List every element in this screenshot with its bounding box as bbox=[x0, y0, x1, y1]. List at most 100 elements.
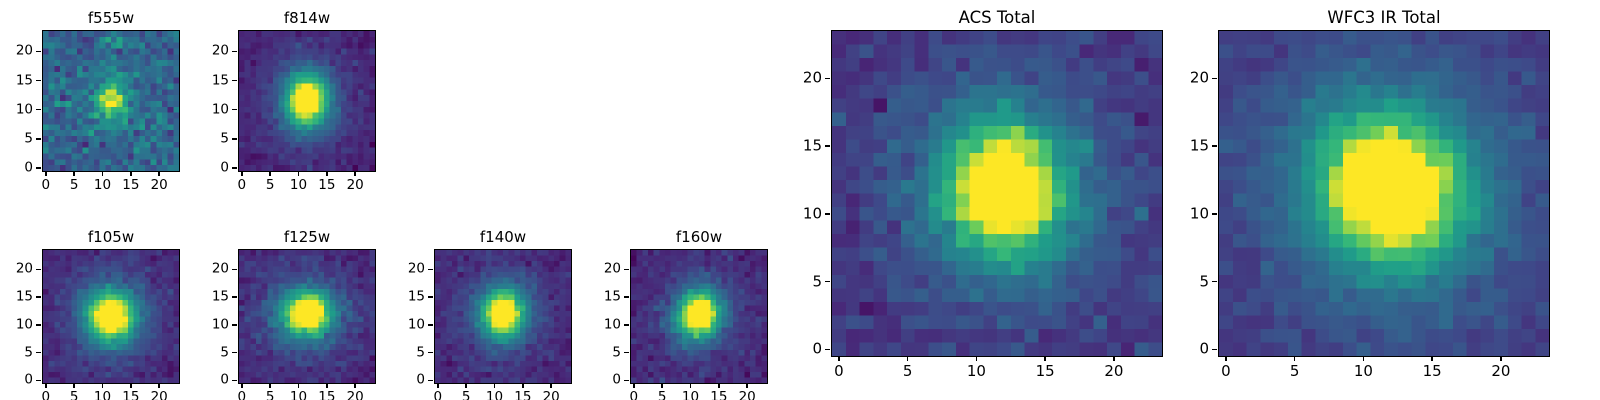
x-tick-mark bbox=[158, 171, 160, 176]
x-tick-mark bbox=[465, 383, 467, 388]
y-tick-mark bbox=[825, 77, 831, 80]
y-tick-mark bbox=[1212, 213, 1218, 215]
x-tick-label: 20 bbox=[150, 389, 168, 400]
x-tick-mark bbox=[101, 171, 104, 176]
y-tick-mark bbox=[428, 268, 434, 271]
y-tick-label: 10 bbox=[211, 101, 229, 117]
x-tick-label: 15 bbox=[318, 177, 336, 193]
x-tick-label: 5 bbox=[461, 389, 471, 400]
y-tick-label: 5 bbox=[1199, 272, 1209, 291]
panel-acs-total: ACS Total 0 5 10 15 20 0 5 10 15 20 bbox=[803, 8, 1163, 379]
x-tick-label: 20 bbox=[1104, 362, 1124, 380]
y-tick-mark bbox=[36, 296, 42, 298]
x-tick-label: 20 bbox=[346, 389, 364, 400]
y-tick-mark bbox=[825, 348, 831, 350]
panel-f160w: f160w 0 5 10 15 20 0 5 10 15 20 bbox=[604, 228, 768, 400]
x-tick-mark bbox=[1362, 356, 1365, 361]
y-tick-label: 15 bbox=[211, 288, 229, 305]
x-tick-label: 0 bbox=[41, 177, 51, 193]
y-tick-mark bbox=[428, 296, 434, 298]
y-tick-label: 10 bbox=[1189, 204, 1209, 223]
heatmap-canvas bbox=[43, 250, 179, 383]
y-tick-mark bbox=[36, 138, 42, 140]
x-tick-mark bbox=[326, 383, 328, 388]
panel-f125w: f125w 0 5 10 15 20 0 5 10 15 20 bbox=[212, 228, 376, 400]
x-tick-label: 20 bbox=[346, 177, 364, 193]
y-tick-label: 0 bbox=[1199, 339, 1209, 358]
x-tick-mark bbox=[1293, 356, 1296, 361]
x-tick-label: 10 bbox=[93, 389, 112, 400]
heatmap-canvas bbox=[1219, 31, 1549, 356]
x-tick-label: 5 bbox=[69, 177, 79, 193]
y-tick-label: 10 bbox=[802, 204, 822, 223]
y-tick-label: 0 bbox=[24, 159, 33, 176]
heatmap-canvas bbox=[239, 31, 375, 171]
x-tick-label: 5 bbox=[265, 177, 275, 193]
y-tick-mark bbox=[232, 351, 238, 354]
x-tick-mark bbox=[493, 383, 496, 388]
y-tick-label: 10 bbox=[15, 316, 33, 333]
panel-title: f125w bbox=[283, 228, 331, 246]
y-tick-mark bbox=[232, 296, 238, 298]
y-tick-mark bbox=[36, 324, 42, 326]
x-tick-mark bbox=[45, 171, 47, 176]
y-tick-label: 20 bbox=[211, 42, 229, 59]
heatmap-canvas bbox=[43, 31, 179, 171]
y-tick-mark bbox=[825, 213, 831, 215]
y-tick-mark bbox=[624, 324, 630, 326]
panel-title: ACS Total bbox=[958, 8, 1036, 27]
x-tick-label: 5 bbox=[657, 389, 667, 400]
panel-title: f814w bbox=[283, 9, 331, 27]
x-tick-mark bbox=[718, 383, 720, 388]
y-tick-label: 0 bbox=[24, 371, 33, 388]
x-tick-mark bbox=[550, 383, 552, 388]
panel-wfc3-ir-total: WFC3 IR Total 0 5 10 15 20 0 5 10 15 20 bbox=[1190, 8, 1550, 379]
heatmap-canvas bbox=[631, 250, 767, 383]
x-tick-label: 15 bbox=[710, 389, 728, 400]
y-tick-mark bbox=[624, 379, 630, 381]
x-tick-label: 0 bbox=[237, 389, 247, 400]
y-tick-label: 5 bbox=[812, 272, 822, 291]
y-tick-mark bbox=[36, 109, 42, 111]
x-tick-label: 0 bbox=[1221, 362, 1231, 380]
y-tick-label: 5 bbox=[24, 343, 33, 360]
x-tick-mark bbox=[130, 383, 132, 388]
x-tick-label: 10 bbox=[681, 389, 700, 400]
x-tick-mark bbox=[297, 171, 300, 176]
x-tick-label: 10 bbox=[485, 389, 504, 400]
x-tick-label: 20 bbox=[150, 177, 168, 193]
y-tick-mark bbox=[624, 351, 630, 354]
x-tick-mark bbox=[297, 383, 300, 388]
y-tick-label: 5 bbox=[220, 130, 229, 147]
y-tick-mark bbox=[36, 167, 42, 169]
y-tick-mark bbox=[232, 79, 238, 82]
panel-title: f105w bbox=[87, 228, 135, 246]
y-tick-label: 10 bbox=[603, 316, 621, 333]
y-tick-mark bbox=[428, 351, 434, 354]
y-tick-label: 20 bbox=[15, 260, 33, 277]
x-tick-mark bbox=[1431, 356, 1433, 361]
x-tick-mark bbox=[1113, 356, 1115, 361]
heatmap-canvas bbox=[239, 250, 375, 383]
x-tick-label: 10 bbox=[966, 362, 986, 380]
y-tick-mark bbox=[1212, 77, 1218, 80]
x-tick-mark bbox=[130, 171, 132, 176]
y-tick-label: 20 bbox=[211, 260, 229, 277]
y-tick-label: 0 bbox=[220, 371, 229, 388]
y-tick-mark bbox=[36, 351, 42, 354]
y-tick-mark bbox=[232, 268, 238, 271]
heatmap-canvas bbox=[435, 250, 571, 383]
y-tick-mark bbox=[428, 324, 434, 326]
y-tick-label: 5 bbox=[24, 130, 33, 147]
x-tick-label: 20 bbox=[1491, 362, 1511, 380]
y-tick-mark bbox=[36, 379, 42, 381]
y-tick-mark bbox=[232, 324, 238, 326]
x-tick-label: 0 bbox=[433, 389, 443, 400]
y-tick-mark bbox=[428, 379, 434, 381]
y-tick-label: 0 bbox=[812, 339, 822, 358]
panel-f140w: f140w 0 5 10 15 20 0 5 10 15 20 bbox=[408, 228, 572, 400]
y-tick-label: 15 bbox=[211, 71, 229, 88]
x-tick-label: 10 bbox=[289, 389, 308, 400]
x-tick-mark bbox=[1044, 356, 1046, 361]
